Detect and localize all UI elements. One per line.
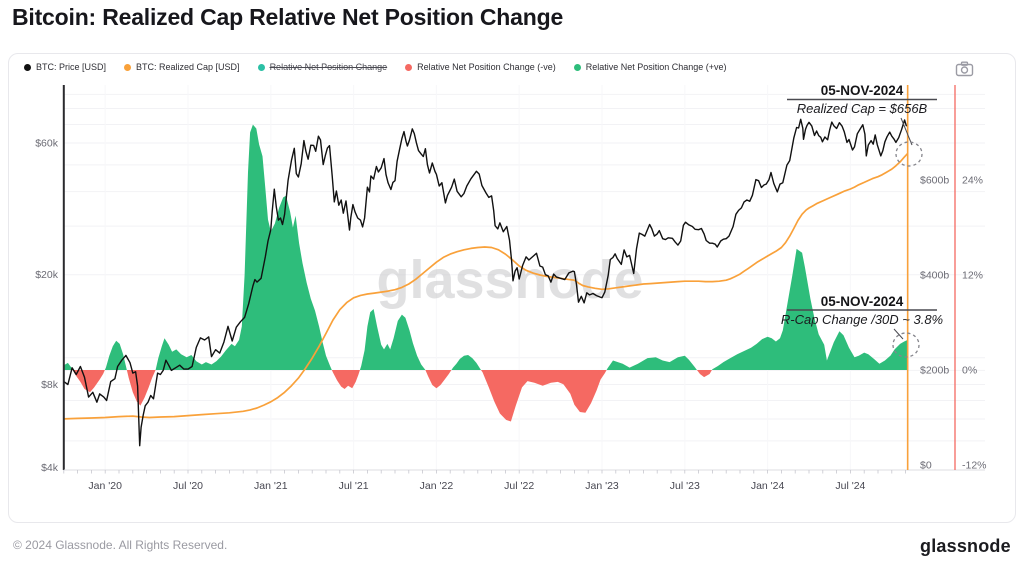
x-tick-label: Jul '20 <box>173 480 203 492</box>
legend-item-label: BTC: Price [USD] <box>36 62 107 72</box>
annotation-dashed-circle <box>892 332 920 358</box>
x-tick-label: Jan '20 <box>88 480 122 492</box>
annotation-label: R-Cap Change /30D ~ 3.8% <box>781 312 943 327</box>
realized-cap-tick-label: $400b <box>920 270 949 282</box>
percent-tick-label: -12% <box>962 460 987 472</box>
x-tick-label: Jan '23 <box>585 480 619 492</box>
annotation-pointer-line <box>900 117 913 146</box>
x-tick-label: Jan '22 <box>420 480 454 492</box>
realized-cap-tick-label: $0 <box>920 460 932 472</box>
x-axis-labels: Jan '20 Jul '20 Jan '21 Jul '21 Jan '22 Jul '… <box>63 470 906 492</box>
percent-tick-label: 0% <box>962 365 977 377</box>
x-tick-label: Jan '21 <box>254 480 288 492</box>
percent-tick-label: 24% <box>962 175 983 187</box>
x-tick-label: Jul '22 <box>504 480 534 492</box>
legend-dot-icon <box>257 63 265 71</box>
legend-item-label: BTC: Realized Cap [USD] <box>136 62 240 72</box>
percent-axis-labels: 24% 12% 0% -12% <box>962 175 987 472</box>
price-axis-labels: $60k $20k $8k $4k <box>35 138 59 475</box>
chart-card <box>8 53 1016 523</box>
realized-cap-tick-label: $200b <box>920 365 949 377</box>
legend-item-2[interactable]: Relative Net Position Change <box>257 62 388 72</box>
x-tick-label: Jan '24 <box>751 480 785 492</box>
price-tick-label: $8k <box>41 379 59 391</box>
annotation-label: Realized Cap = $656B <box>797 101 928 116</box>
legend-item-3[interactable]: Relative Net Position Change (-ve) <box>405 62 556 72</box>
x-tick-label: Jul '24 <box>835 480 865 492</box>
watermark-text: glassnode <box>376 250 643 310</box>
annotation-pointer-line <box>893 328 904 340</box>
legend-item-1[interactable]: BTC: Realized Cap [USD] <box>124 62 240 72</box>
annotation-date: 05-NOV-2024 <box>821 294 904 309</box>
x-tick-label: Jul '23 <box>670 480 700 492</box>
price-tick-label: $4k <box>41 462 59 474</box>
realized-cap-axis-labels: $600b $400b $200b $0 <box>920 175 949 472</box>
percent-tick-label: 12% <box>962 270 983 282</box>
annotation-date: 05-NOV-2024 <box>821 83 904 98</box>
legend-dot-icon <box>124 63 132 71</box>
annotation-dashed-circle <box>895 141 923 167</box>
camera-icon[interactable] <box>955 61 975 77</box>
legend-dot-icon <box>573 63 581 71</box>
realized-cap-line <box>63 152 909 420</box>
legend-item-label: Relative Net Position Change (+ve) <box>585 62 727 72</box>
copyright-text: © 2024 Glassnode. All Rights Reserved. <box>13 538 228 552</box>
legend-item-4[interactable]: Relative Net Position Change (+ve) <box>573 62 727 72</box>
legend-dot-icon <box>24 63 31 71</box>
chart-legend: BTC: Price [USD] BTC: Realized Cap [USD] R… <box>24 62 727 72</box>
legend-dot-icon <box>405 63 413 71</box>
page-title: Bitcoin: Realized Cap Relative Net Posit… <box>12 4 564 30</box>
x-tick-label: Jul '21 <box>339 480 369 492</box>
npc-area-negative <box>63 370 908 422</box>
price-tick-label: $20k <box>35 269 59 281</box>
price-line <box>63 118 908 447</box>
annotation-2: 05-NOV-2024 R-Cap Change /30D ~ 3.8% <box>781 294 943 358</box>
npc-area-positive <box>63 124 908 370</box>
legend-item-0[interactable]: BTC: Price [USD] <box>24 62 106 72</box>
realized-cap-tick-label: $600b <box>920 175 949 187</box>
glassnode-logo: glassnode <box>920 536 1011 556</box>
annotation-1: 05-NOV-2024 Realized Cap = $656B <box>787 83 937 167</box>
price-tick-label: $60k <box>35 138 59 150</box>
legend-item-label: Relative Net Position Change (-ve) <box>417 62 556 72</box>
legend-item-label: Relative Net Position Change <box>269 62 388 72</box>
